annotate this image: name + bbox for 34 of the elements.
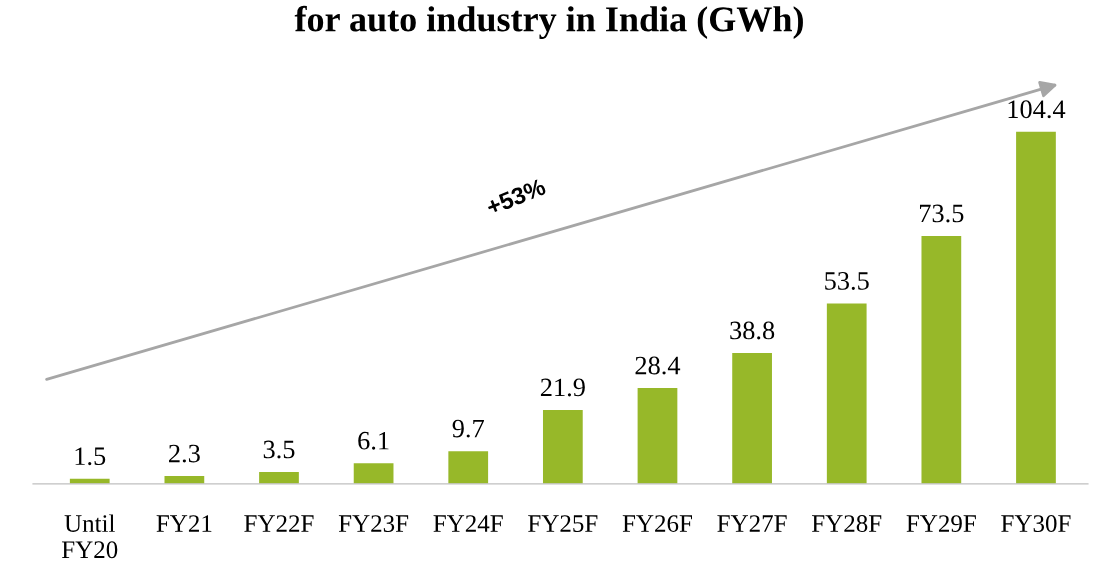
bar	[1016, 131, 1056, 484]
bar	[732, 353, 772, 484]
data-label: 3.5	[263, 440, 295, 459]
bar	[542, 410, 583, 484]
bar	[826, 303, 867, 484]
x-tick-label: FY30F	[1001, 515, 1071, 532]
data-label: 9.7	[452, 419, 484, 438]
data-label: 28.4	[635, 356, 681, 375]
bar	[353, 463, 394, 484]
data-label: 38.8	[730, 321, 775, 340]
data-label: 6.1	[358, 431, 389, 450]
data-label: 73.5	[919, 204, 964, 223]
data-label: 53.5	[825, 272, 869, 290]
x-tick-label: FY24F	[433, 515, 503, 532]
x-tick-label: FY25F	[528, 515, 598, 532]
bar	[921, 236, 962, 484]
x-tick-label: FY22F	[244, 515, 314, 532]
data-label: 21.9	[540, 378, 585, 397]
bar	[637, 388, 678, 484]
chart-title: for auto industry in India (GWh)	[294, 5, 803, 39]
annotation: +53%	[485, 177, 547, 216]
data-label: 1.5	[75, 447, 106, 466]
data-label: 104.4	[1008, 100, 1066, 119]
bar	[259, 472, 299, 484]
x-tick-label: FY21	[156, 515, 212, 532]
x-tick-label: Until FY20	[61, 514, 118, 559]
data-label: 2.3	[169, 444, 200, 463]
x-tick-label: FY23F	[338, 515, 409, 532]
x-tick-label: FY29F	[906, 515, 976, 532]
bar	[164, 476, 205, 484]
bar	[448, 451, 489, 484]
x-tick-label: FY28F	[812, 515, 882, 532]
x-tick-label: FY26F	[622, 515, 693, 532]
x-tick-label: FY27F	[717, 515, 787, 532]
